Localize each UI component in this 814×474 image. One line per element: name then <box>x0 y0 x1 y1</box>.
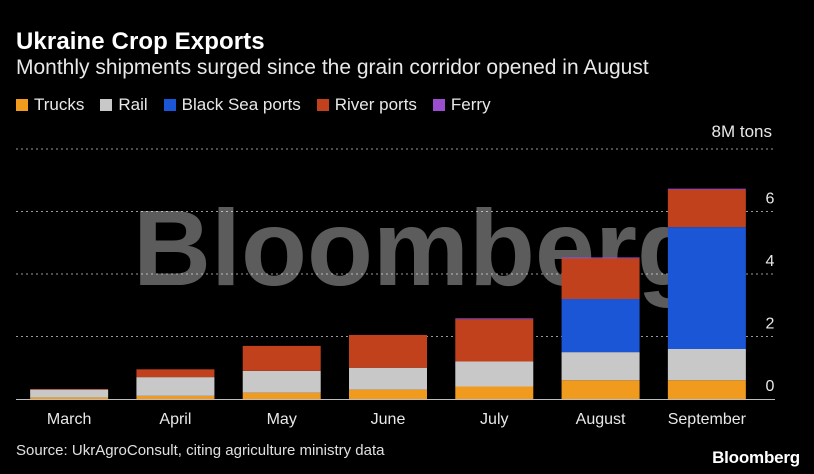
legend: Trucks Rail Black Sea ports River ports Ferr… <box>16 95 491 115</box>
legend-item-river-ports: River ports <box>316 95 417 115</box>
bar-segment-rail <box>455 361 534 387</box>
chart-title: Ukraine Crop Exports <box>16 28 265 55</box>
legend-label: Rail <box>118 95 148 114</box>
legend-swatch <box>432 99 445 111</box>
bar-segment-black-sea-ports <box>667 227 746 349</box>
legend-item-trucks: Trucks <box>16 95 84 115</box>
legend-label: Trucks <box>34 95 85 114</box>
y-tick-label: 0 <box>766 378 775 395</box>
legend-swatch <box>100 99 113 111</box>
legend-label: Black Sea ports <box>181 95 301 114</box>
legend-item-rail: Rail <box>100 95 148 115</box>
bar-segment-trucks <box>242 392 321 399</box>
y-tick-label: 4 <box>766 253 775 270</box>
x-tick-label: March <box>47 411 91 428</box>
bar-segment-river-ports <box>349 334 427 368</box>
bar-segment-river-ports <box>242 345 321 371</box>
y-axis-unit-label: 8M tons <box>711 122 772 141</box>
bar-segment-trucks <box>455 386 534 399</box>
legend-label: Ferry <box>450 95 491 114</box>
legend-item-ferry: Ferry <box>432 95 491 115</box>
bar-segment-river-ports <box>136 369 215 378</box>
bar-segment-ferry <box>561 257 640 259</box>
bar-segment-rail <box>667 349 746 381</box>
legend-item-black-sea-ports: Black Sea ports <box>163 95 301 115</box>
legend-swatch <box>316 99 329 111</box>
x-tick-label: June <box>371 411 406 428</box>
bar-segment-trucks <box>30 397 109 399</box>
x-tick-label: September <box>668 411 747 428</box>
legend-label: River ports <box>334 95 417 114</box>
bar-segment-rail <box>349 367 427 390</box>
bar-segment-trucks <box>667 380 746 399</box>
bar-segment-rail <box>561 352 640 381</box>
y-tick-label: 2 <box>766 316 775 333</box>
bloomberg-logo: Bloomberg <box>712 448 800 467</box>
chart-subtitle: Monthly shipments surged since the grain… <box>16 56 649 79</box>
bar-segment-ferry <box>667 188 746 190</box>
x-tick-label: April <box>159 411 191 428</box>
y-tick-label: 6 <box>766 191 775 208</box>
legend-swatch <box>16 99 28 111</box>
x-tick-label: August <box>576 411 626 428</box>
legend-swatch <box>163 99 176 111</box>
bar-segment-ferry <box>455 318 534 320</box>
x-tick-label: May <box>267 411 297 428</box>
bar-segment-river-ports <box>455 319 534 362</box>
bar-segment-river-ports <box>667 189 746 228</box>
bar-segment-rail <box>136 377 215 396</box>
x-tick-label: July <box>480 411 508 428</box>
bar-segment-black-sea-ports <box>561 299 640 353</box>
bar-segment-rail <box>242 370 321 393</box>
bar-segment-river-ports <box>30 389 109 390</box>
bar-segment-trucks <box>349 389 427 399</box>
bar-segment-trucks <box>561 380 640 399</box>
bar-segment-trucks <box>136 395 215 399</box>
bar-segment-rail <box>30 389 109 398</box>
source-note: Source: UkrAgroConsult, citing agricultu… <box>16 442 385 459</box>
bar-segment-river-ports <box>561 258 640 299</box>
